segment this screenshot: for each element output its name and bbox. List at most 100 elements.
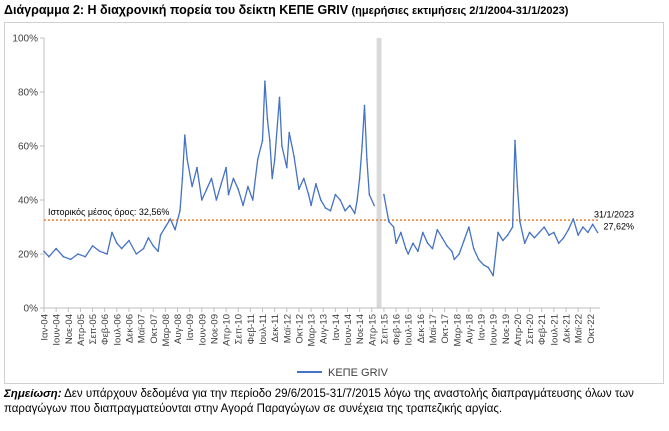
data-point bbox=[191, 185, 193, 188]
x-tick-label: Απρ-15 bbox=[367, 314, 378, 346]
series-line-kepe-griv bbox=[43, 80, 599, 277]
data-point bbox=[227, 193, 230, 196]
data-point bbox=[373, 204, 376, 207]
chart-title-main: Διάγραμμα 2: Η διαχρονική πορεία του δεί… bbox=[4, 3, 349, 17]
data-point bbox=[344, 210, 346, 212]
data-point bbox=[353, 212, 356, 215]
average-line-layer: Ιστορικός μέσος όρος: 32,56% bbox=[44, 207, 600, 221]
data-point bbox=[358, 177, 361, 180]
data-point bbox=[562, 237, 565, 239]
data-point bbox=[404, 247, 407, 250]
y-tick-label: 80% bbox=[18, 88, 38, 99]
data-point bbox=[135, 253, 138, 255]
y-tick-label: 20% bbox=[18, 250, 38, 261]
x-tick-label: Ιαν-14 bbox=[331, 314, 342, 341]
x-tick-label: Απρ-10 bbox=[222, 314, 233, 346]
data-point bbox=[417, 250, 419, 253]
x-tick-label: Οκτ-17 bbox=[440, 314, 451, 344]
data-point bbox=[261, 139, 264, 142]
data-point bbox=[205, 188, 208, 190]
data-point bbox=[463, 239, 465, 242]
data-point bbox=[533, 237, 536, 239]
data-point bbox=[293, 156, 295, 158]
data-point bbox=[400, 231, 402, 234]
x-tick-label: Μαϊ-22 bbox=[574, 314, 585, 343]
data-point bbox=[210, 177, 213, 180]
data-point bbox=[298, 188, 300, 190]
x-tick-label: Φεβ-16 bbox=[392, 314, 403, 345]
data-point bbox=[99, 250, 101, 253]
data-point bbox=[329, 210, 332, 212]
data-point bbox=[361, 145, 363, 147]
footnote-text: Δεν υπάρχουν δεδομένα για την περίοδο 29… bbox=[4, 388, 634, 415]
gap-band-layer bbox=[376, 38, 382, 308]
data-point bbox=[142, 247, 145, 250]
legend-label-kepe-griv: ΚΕΠΕ GRIV bbox=[328, 367, 389, 379]
data-point bbox=[553, 231, 555, 234]
data-point bbox=[477, 258, 480, 261]
data-point bbox=[232, 177, 235, 180]
data-point bbox=[441, 237, 443, 239]
x-tick-label: Δεκ-11 bbox=[270, 314, 281, 342]
data-point bbox=[273, 158, 276, 161]
x-tick-label: Φεβ-11 bbox=[246, 314, 257, 344]
data-point bbox=[77, 253, 79, 255]
x-tick-label: Ιουλ-06 bbox=[112, 314, 123, 346]
data-point bbox=[368, 193, 371, 196]
data-point bbox=[436, 228, 439, 231]
data-point bbox=[519, 220, 521, 223]
x-tick-label: Οκτ-12 bbox=[294, 314, 305, 344]
chart-subtitle: (ημερήσιες εκτιμήσεις 2/1/2004-31/1/2023… bbox=[351, 5, 569, 17]
data-point bbox=[363, 104, 366, 107]
y-tick-label: 0% bbox=[24, 304, 39, 315]
data-point bbox=[453, 258, 456, 261]
data-point bbox=[268, 139, 271, 142]
data-point bbox=[271, 177, 274, 180]
data-point bbox=[528, 231, 531, 234]
data-point bbox=[492, 274, 494, 277]
data-point bbox=[468, 226, 470, 228]
data-point bbox=[116, 242, 118, 244]
data-point bbox=[169, 218, 172, 220]
gap-band bbox=[376, 38, 382, 308]
data-point bbox=[106, 253, 108, 255]
series-layer bbox=[43, 80, 599, 277]
data-point bbox=[237, 188, 240, 190]
data-point bbox=[596, 231, 599, 234]
data-point bbox=[242, 204, 244, 207]
data-point bbox=[186, 158, 189, 161]
end-annotation-date: 31/1/2023 bbox=[594, 210, 634, 220]
footnote-label: Σημείωση: bbox=[4, 388, 62, 400]
data-point bbox=[43, 250, 45, 253]
x-tick-label: Νοε-04 bbox=[64, 314, 75, 344]
data-point bbox=[395, 242, 397, 244]
data-point bbox=[567, 228, 570, 231]
data-point bbox=[572, 218, 575, 220]
x-tick-label: Νοε-09 bbox=[209, 314, 220, 344]
data-point bbox=[181, 177, 184, 180]
data-point bbox=[91, 245, 94, 247]
data-point bbox=[215, 199, 218, 201]
y-tick-label: 100% bbox=[12, 34, 38, 45]
x-tick-label: Ιαν-19 bbox=[477, 314, 488, 341]
data-point bbox=[451, 250, 453, 253]
data-point bbox=[147, 237, 150, 239]
data-point bbox=[310, 204, 312, 207]
chart-frame bbox=[4, 22, 664, 384]
data-point bbox=[281, 145, 283, 147]
data-point bbox=[307, 193, 310, 196]
data-point bbox=[538, 231, 541, 234]
data-point bbox=[407, 253, 409, 255]
x-tick-label: Σεπ-15 bbox=[379, 314, 390, 344]
data-point bbox=[111, 231, 113, 234]
y-tick-label: 40% bbox=[18, 196, 38, 207]
x-tick-label: Μαρ-18 bbox=[452, 314, 463, 347]
x-tick-label: Ιαν-04 bbox=[40, 314, 51, 341]
data-point bbox=[319, 199, 322, 201]
x-tick-label: Μαϊ-12 bbox=[282, 314, 293, 343]
x-tick-label: Ιουλ-11 bbox=[258, 314, 269, 345]
data-point bbox=[587, 231, 589, 234]
legend: ΚΕΠΕ GRIV bbox=[297, 367, 389, 379]
x-tick-label: Ιουλ-16 bbox=[404, 314, 415, 346]
data-point bbox=[523, 242, 526, 244]
